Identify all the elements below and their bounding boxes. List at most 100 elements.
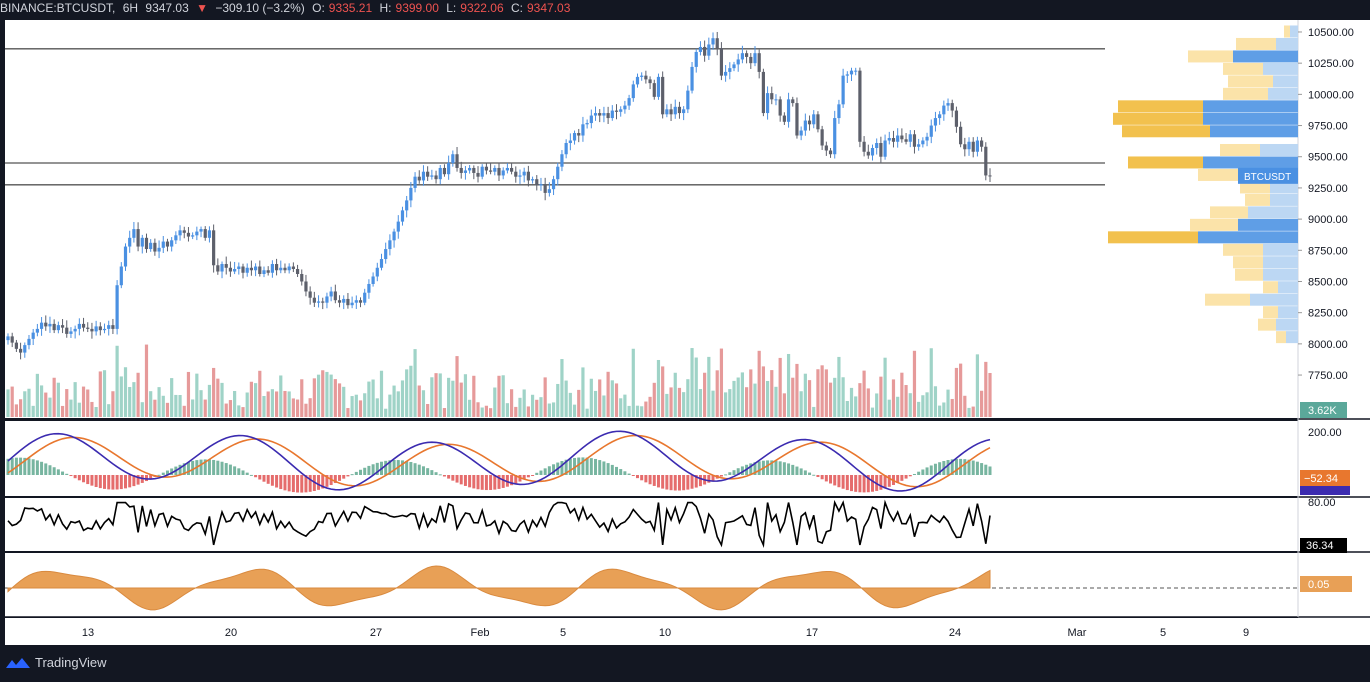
macd-histogram-bar (938, 462, 942, 475)
volume-bar (782, 393, 786, 417)
volume-profile-sell (1248, 206, 1298, 219)
volume-bar (602, 395, 606, 417)
macd-histogram-bar (615, 466, 619, 475)
candle-body (543, 184, 547, 193)
candle-body (682, 109, 686, 114)
macd-histogram-bar (359, 469, 363, 475)
volume-bar (329, 374, 333, 417)
chart-canvas[interactable]: 10500.0010250.0010000.009750.009500.0092… (0, 0, 1370, 645)
candle-body (405, 200, 409, 211)
volume-bar (556, 383, 560, 417)
candle-body (258, 266, 262, 274)
volume-bar (589, 378, 593, 417)
volume-bar (224, 403, 228, 417)
macd-histogram-bar (371, 464, 375, 475)
volume-bar (635, 405, 640, 417)
volume-bar (409, 365, 413, 417)
candle-body (489, 170, 493, 172)
volume-bar (900, 372, 904, 417)
macd-histogram-bar (476, 475, 480, 490)
macd-histogram-bar (669, 475, 673, 491)
macd-tick-label: 200.00 (1308, 427, 1342, 439)
candle-body (220, 264, 224, 272)
candle-body (245, 267, 249, 273)
candle-body (480, 166, 484, 177)
volume-bar (132, 382, 136, 417)
volume-bar (740, 372, 745, 417)
candle-body (358, 300, 363, 303)
candle-body (740, 53, 745, 60)
candle-body (929, 125, 933, 137)
volume-profile-buy (1284, 25, 1290, 38)
volume-bar (451, 380, 455, 417)
macd-histogram-bar (749, 463, 753, 475)
volume-bar (48, 397, 52, 417)
macd-histogram-bar (354, 471, 358, 475)
volume-bar (350, 396, 354, 417)
macd-histogram-bar (514, 475, 518, 484)
volume-profile-sell (1273, 75, 1298, 88)
macd-histogram-bar (896, 475, 900, 483)
volume-bar (703, 372, 707, 417)
volume-bar (18, 399, 23, 417)
volume-bar (942, 402, 946, 417)
volume-profile-buy (1108, 231, 1198, 244)
candle-body (233, 269, 237, 272)
macd-histogram-bar (925, 467, 929, 475)
candle-body (950, 103, 954, 111)
interval[interactable]: 6H (122, 1, 139, 15)
volume-bar (253, 383, 258, 417)
candle-body (90, 328, 94, 332)
candle-body (501, 170, 505, 176)
candle-body (451, 154, 455, 163)
macd-histogram-bar (535, 472, 539, 475)
volume-bar (52, 377, 56, 417)
macd-histogram-bar (912, 473, 916, 475)
y-tick-label: 10250.00 (1308, 58, 1354, 70)
candle-body (577, 133, 581, 136)
macd-histogram-bar (627, 473, 631, 475)
macd-histogram-bar (233, 466, 237, 475)
macd-histogram-bar (111, 475, 115, 490)
macd-histogram-bar (300, 475, 304, 493)
volume-profile-buy (1190, 218, 1238, 231)
volume-bar (400, 380, 405, 417)
volume-bar (728, 389, 732, 417)
volume-profile-buy (1276, 331, 1286, 344)
macd-histogram-bar (577, 457, 581, 475)
candle-body (862, 141, 866, 152)
volume-bar (724, 392, 728, 417)
symbol-name[interactable]: BINANCE:BTCUSDT, (0, 1, 116, 15)
volume-bar (539, 397, 543, 417)
volume-bar (656, 359, 661, 417)
volume-bar (379, 370, 384, 417)
volume-profile-buy (1263, 281, 1278, 294)
macd-histogram-bar (740, 466, 744, 475)
macd-histogram-bar (94, 475, 98, 487)
volume-bar (258, 370, 262, 417)
candle-body (841, 75, 845, 105)
macd-histogram-bar (770, 460, 774, 475)
volume-bar (828, 382, 833, 417)
macd-histogram-bar (107, 475, 111, 490)
candle-body (677, 106, 682, 114)
candle-body (711, 38, 715, 45)
volume-bar (908, 393, 912, 417)
candle-body (724, 71, 728, 76)
macd-histogram-bar (19, 457, 23, 475)
volume-bar (455, 356, 459, 417)
candle-body (837, 104, 841, 119)
candle-body (833, 118, 837, 155)
macd-histogram-bar (862, 475, 866, 493)
macd-histogram-bar (262, 475, 266, 482)
tradingview-logo[interactable]: TradingView (5, 655, 107, 670)
macd-histogram-bar (421, 466, 425, 475)
macd-histogram-bar (409, 461, 413, 475)
macd-histogram-bar (833, 475, 837, 486)
volume-bar (493, 387, 497, 417)
candle-body (157, 247, 161, 252)
volume-bar (862, 370, 866, 417)
chart-area[interactable]: 10500.00 10250.00 10000.00 9750.00 9500.00 92… (0, 0, 1370, 645)
macd-histogram-bar (434, 472, 438, 475)
macd-histogram-bar (392, 459, 396, 475)
